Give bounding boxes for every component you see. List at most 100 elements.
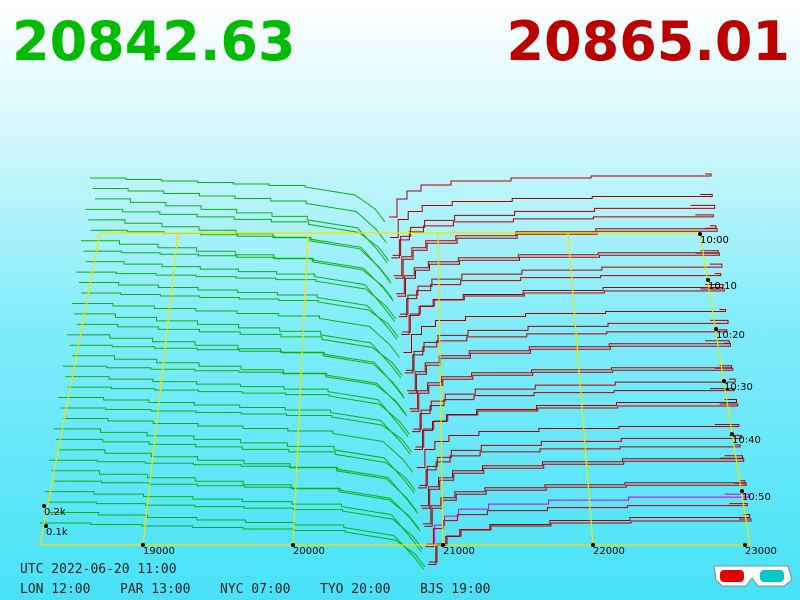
- city-time: TYO 20:00: [320, 582, 390, 597]
- time-tick-label: 10:40: [732, 435, 761, 446]
- bid-depth-line: [80, 240, 393, 300]
- ask-depth-line: [427, 514, 751, 565]
- depth-lines: [40, 173, 752, 570]
- time-tick-dot: [698, 232, 702, 236]
- bid-depth-line: [58, 449, 417, 512]
- bid-depth-line: [58, 396, 411, 455]
- price-tick-dot: [743, 543, 747, 547]
- price-tick-label: 23000: [745, 546, 777, 557]
- ask-depth-line: [396, 250, 719, 295]
- ask-depth-line: [399, 263, 723, 315]
- price-tick-label: 22000: [593, 546, 625, 557]
- city-time: NYC 07:00: [220, 582, 290, 597]
- ask-depth-line: [390, 194, 713, 238]
- grid-line: [699, 232, 751, 546]
- ask-depth-line: [395, 227, 718, 279]
- depth-tick-label: 0.1k: [46, 527, 68, 538]
- time-tick-dot: [730, 432, 734, 436]
- price-tick-dot: [291, 543, 295, 547]
- bid-depth-line: [47, 501, 423, 550]
- ask-depth-line: [420, 455, 743, 507]
- ask-depth-line: [421, 457, 745, 509]
- ask-depth-line: [429, 518, 752, 563]
- time-tick-dot: [714, 327, 718, 331]
- 3d-glasses-icon: [713, 565, 793, 587]
- bid-depth-line: [51, 470, 420, 530]
- ask-depth-line: [397, 252, 720, 297]
- time-tick-dot: [722, 379, 726, 383]
- grid: [39, 232, 751, 546]
- ask-depth-line: [398, 273, 722, 318]
- ask-depth-line: [413, 378, 736, 430]
- ask-depth-line: [410, 367, 734, 412]
- depth-tick-dot: [44, 524, 48, 528]
- ask-depth-line: [403, 309, 726, 353]
- ask-depth-line: [406, 319, 729, 371]
- ask-depth-line: [424, 482, 747, 527]
- bid-depth-line: [69, 344, 405, 399]
- ask-depth-line: [392, 204, 716, 256]
- bid-depth-line: [90, 177, 386, 223]
- depth-tick-dot: [42, 504, 46, 508]
- ask-depth-line: [393, 225, 717, 277]
- bid-depth-line: [85, 261, 396, 322]
- time-tick-dot: [706, 278, 710, 282]
- ask-depth-line: [408, 342, 731, 394]
- bid-depth-line: [49, 511, 425, 570]
- bid-depth-line: [65, 376, 409, 437]
- bid-depth-line: [94, 198, 388, 264]
- bid-depth-line: [72, 355, 406, 415]
- bid-depth-line: [71, 302, 400, 358]
- price-tick-dot: [441, 543, 445, 547]
- bid-depth-line: [92, 187, 387, 243]
- depth-tick-label: 0.2k: [44, 507, 66, 518]
- bid-depth-line: [67, 334, 404, 397]
- axis-labels: 19000 20000 21000 22000 23000 10:00 10:10 10:20…: [42, 232, 777, 557]
- bid-depth-line: [85, 208, 389, 261]
- time-tick-dot: [740, 489, 744, 493]
- ask-depth-line: [415, 403, 739, 448]
- price-tick-label: 21000: [443, 546, 475, 557]
- cyan-lens: [760, 570, 784, 582]
- bid-depth-line: [81, 292, 399, 338]
- bid-depth-line: [56, 438, 416, 491]
- city-time: LON 12:00: [20, 582, 90, 597]
- ask-depth-line: [409, 365, 733, 410]
- city-time: PAR 13:00: [120, 582, 190, 597]
- ask-depth-line: [401, 284, 724, 335]
- bid-price: 20842.63: [12, 10, 296, 73]
- ask-depth-line: [412, 388, 735, 433]
- grid-line: [567, 232, 594, 546]
- bid-depth-line: [40, 522, 426, 568]
- time-tick-label: 10:50: [742, 492, 771, 503]
- grid-line: [39, 232, 101, 546]
- bid-depth-line: [54, 480, 421, 532]
- bid-depth-line: [49, 459, 419, 514]
- ask-depth-line: [389, 173, 712, 218]
- bid-depth-line: [76, 323, 403, 376]
- bid-depth-line: [90, 229, 392, 284]
- bid-depth-line: [76, 271, 397, 320]
- bid-depth-line: [44, 491, 422, 552]
- price-tick-label: 20000: [293, 546, 325, 557]
- ask-depth-line: [402, 288, 725, 333]
- ask-depth-line: [419, 434, 742, 486]
- ask-depth-line: [391, 214, 714, 259]
- ask-price: 20865.01: [506, 10, 790, 73]
- bid-depth-line: [78, 281, 398, 340]
- bid-depth-line: [53, 428, 415, 494]
- ask-depth-line: [404, 329, 728, 374]
- time-tick-label: 10:30: [724, 382, 753, 393]
- ask-depth-line: [422, 480, 746, 525]
- bid-depth-line: [74, 313, 402, 379]
- ask-depth-line: [418, 444, 741, 489]
- time-tick-label: 10:20: [716, 330, 745, 341]
- utc-time: UTC 2022-06-20 11:00: [20, 562, 177, 577]
- ask-depth-line: [416, 424, 740, 468]
- bid-depth-line: [63, 417, 414, 473]
- grid-line: [292, 232, 309, 546]
- ask-depth-line: [414, 399, 737, 450]
- bid-depth-line: [67, 386, 410, 435]
- price-tick-dot: [591, 543, 595, 547]
